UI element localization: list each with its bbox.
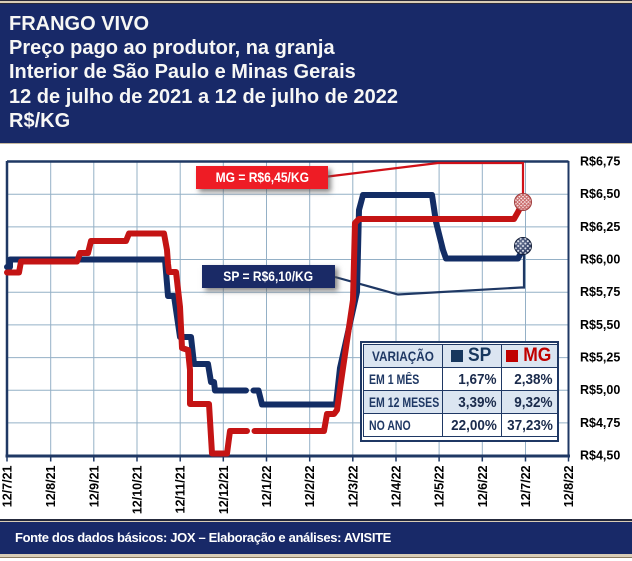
svg-text:R$5,75: R$5,75 xyxy=(580,285,620,299)
svg-text:12/3/22: 12/3/22 xyxy=(346,465,360,507)
svg-text:12/8/22: 12/8/22 xyxy=(562,465,576,507)
svg-text:12/7/21: 12/7/21 xyxy=(1,465,15,507)
svg-text:R$6,50: R$6,50 xyxy=(580,187,620,201)
svg-text:R$6,25: R$6,25 xyxy=(580,220,620,234)
svg-text:12/2/22: 12/2/22 xyxy=(303,465,317,507)
svg-text:12/11/21: 12/11/21 xyxy=(174,465,188,513)
svg-text:R$6,00: R$6,00 xyxy=(580,253,620,267)
svg-text:R$6,75: R$6,75 xyxy=(580,155,620,169)
svg-text:R$5,25: R$5,25 xyxy=(580,351,620,365)
svg-text:R$5,00: R$5,00 xyxy=(580,383,620,397)
svg-text:12/7/22: 12/7/22 xyxy=(519,465,533,507)
svg-text:12/8/21: 12/8/21 xyxy=(44,465,58,507)
svg-text:12/6/22: 12/6/22 xyxy=(476,465,490,507)
svg-text:12/5/22: 12/5/22 xyxy=(433,465,447,507)
svg-text:12/12/21: 12/12/21 xyxy=(217,465,231,514)
svg-text:12/4/22: 12/4/22 xyxy=(390,465,404,507)
svg-text:12/10/21: 12/10/21 xyxy=(131,465,145,514)
svg-text:R$5,50: R$5,50 xyxy=(580,318,620,332)
svg-text:12/9/21: 12/9/21 xyxy=(87,465,101,507)
svg-text:R$4,75: R$4,75 xyxy=(580,416,620,430)
svg-text:R$4,50: R$4,50 xyxy=(580,449,620,463)
svg-text:12/1/22: 12/1/22 xyxy=(260,465,274,507)
